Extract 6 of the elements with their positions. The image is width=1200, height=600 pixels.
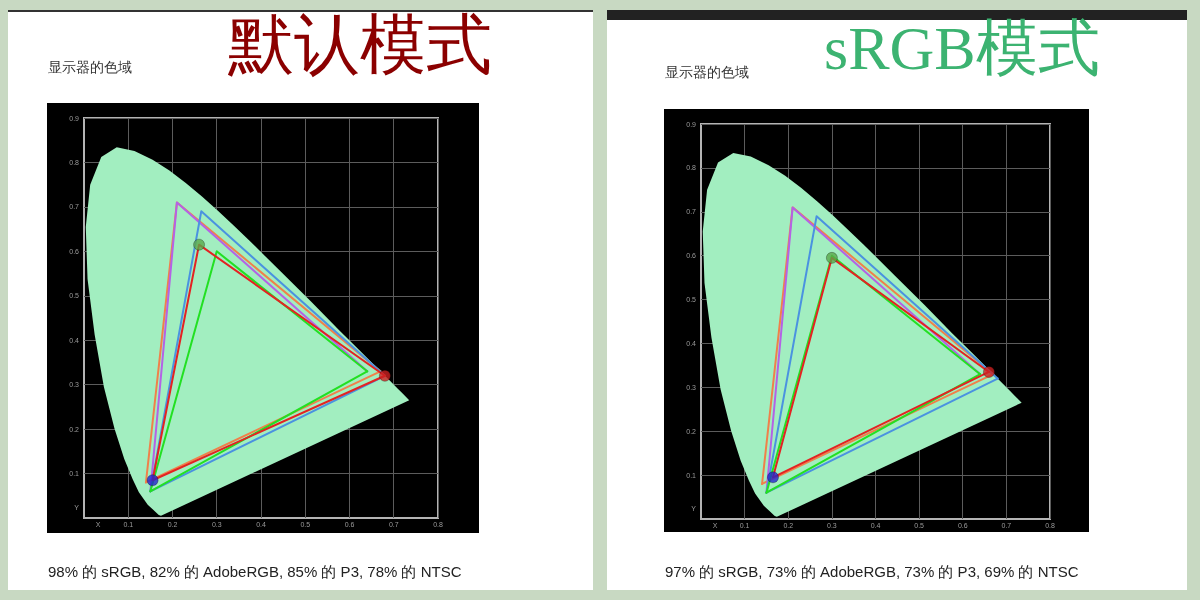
chart-subtitle: 显示器的色域 (665, 64, 749, 80)
chart-title: 默认模式 (228, 8, 492, 82)
text: 98% 的 sRGB, 82% 的 AdobeRGB, 85% 的 P3, 78% 的 NTSC (48, 563, 462, 581)
chart-subtitle: 显示器的色域 (48, 59, 132, 75)
text: 97% 的 sRGB, 73% 的 AdobeRGB, 73% 的 P3, 69% 的 NTSC (665, 563, 1079, 581)
chart-title: sRGB模式 (824, 14, 1100, 83)
